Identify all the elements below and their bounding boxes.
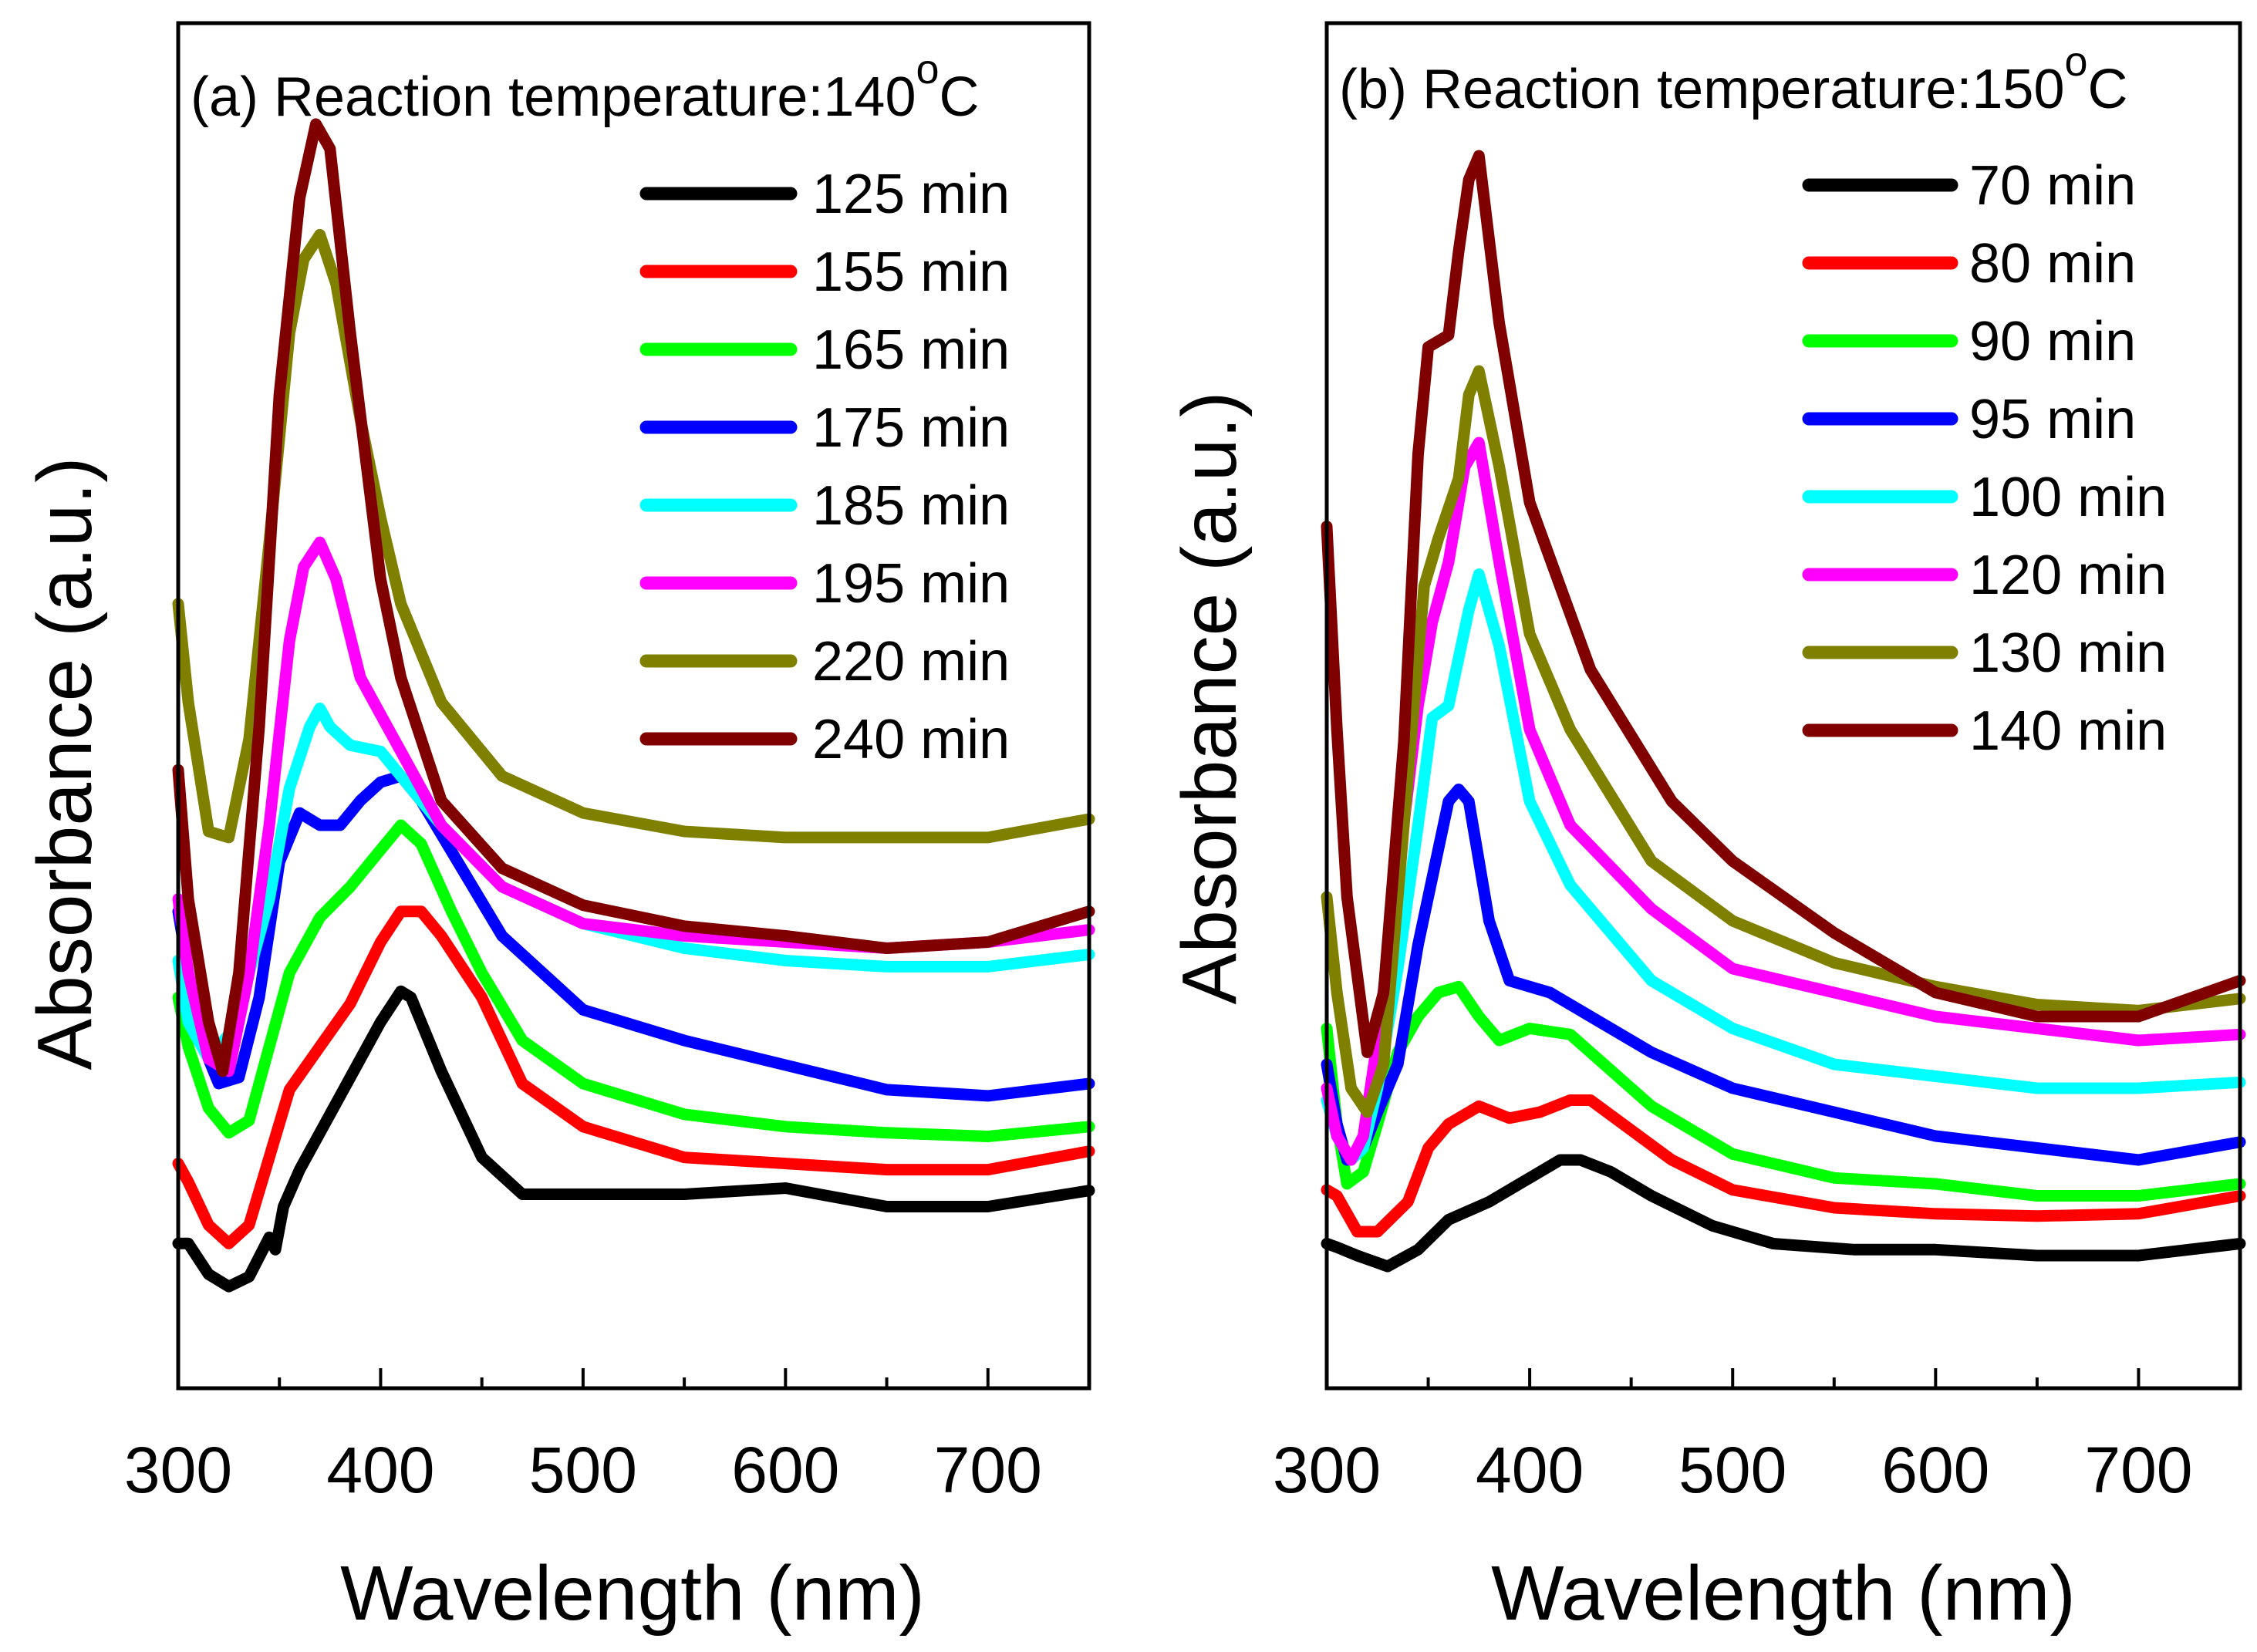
panel-b-title: (b) Reaction temperature:150oC [1339, 39, 2128, 120]
panel-b-y-axis-title: Absorbance (a.u.) [1166, 392, 1253, 1005]
legend-label-240-min: 240 min [812, 709, 1010, 770]
legend-label-130-min: 130 min [1969, 622, 2167, 684]
series-line-90-min [1321, 980, 2246, 1202]
x-tick-label-500: 500 [1678, 1434, 1786, 1506]
legend-label-175-min: 175 min [812, 397, 1010, 459]
legend-label-120-min: 120 min [1969, 544, 2167, 606]
series-line-140-min [1321, 150, 2246, 1058]
legend-label-90-min: 90 min [1969, 311, 2136, 373]
panel-b-x-axis-title: Wavelength (nm) [1491, 1550, 2076, 1637]
x-tick-label-300: 300 [124, 1434, 232, 1506]
legend-label-70-min: 70 min [1969, 155, 2136, 217]
x-tick-label-600: 600 [731, 1434, 839, 1506]
legend-label-155-min: 155 min [812, 241, 1010, 303]
series-line-95-min [1321, 784, 2246, 1166]
panel-a-curves [172, 118, 1095, 1293]
x-tick-label-600: 600 [1881, 1434, 1989, 1506]
legend-label-125-min: 125 min [812, 164, 1010, 225]
legend-label-220-min: 220 min [812, 631, 1010, 693]
panel-b-curves [1321, 150, 2246, 1273]
panel-a-x-tick-labels: 300 400 500 600 700 [124, 1434, 1042, 1506]
legend-label-100-min: 100 min [1969, 467, 2167, 528]
legend-label-140-min: 140 min [1969, 700, 2167, 762]
series-line-155-min [172, 905, 1095, 1249]
x-tick-label-400: 400 [326, 1434, 434, 1506]
legend-label-80-min: 80 min [1969, 233, 2136, 295]
series-line-240-min [172, 118, 1095, 1077]
x-tick-label-300: 300 [1273, 1434, 1381, 1506]
x-tick-label-400: 400 [1476, 1434, 1584, 1506]
panel-b-plot-frame [1324, 21, 2242, 1391]
x-tick-label-500: 500 [529, 1434, 637, 1506]
x-tick-label-700: 700 [2084, 1434, 2192, 1506]
panel-a-x-axis-title: Wavelength (nm) [340, 1550, 925, 1637]
series-line-195-min [172, 536, 1095, 1077]
series-line-165-min [172, 819, 1095, 1142]
series-line-125-min [172, 985, 1095, 1293]
panel-a-ticks [177, 1368, 1091, 1388]
panel-b-x-tick-labels: 300 400 500 600 700 [1273, 1434, 2193, 1506]
panel-b-ticks [1325, 1368, 2242, 1388]
series-line-175-min [172, 770, 1095, 1102]
legend-label-185-min: 185 min [812, 475, 1010, 537]
legend-label-165-min: 165 min [812, 319, 1010, 381]
panel-a-legend: 125 min 155 min 165 min 175 min 185 min 195 m… [639, 164, 1010, 770]
x-tick-label-700: 700 [934, 1434, 1042, 1506]
legend-label-195-min: 195 min [812, 553, 1010, 615]
panel-a: 300 400 500 600 700 (a) Reaction temperature… [22, 21, 1095, 1637]
panel-a-title: (a) Reaction temperature:140oC [191, 46, 980, 128]
series-line-80-min [1321, 1094, 2246, 1238]
series-line-70-min [1321, 1154, 2246, 1273]
panel-b: 300 400 500 600 700 (b) Reaction temperature… [1166, 21, 2246, 1637]
legend-label-95-min: 95 min [1969, 389, 2136, 450]
panel-a-plot-frame [176, 21, 1091, 1391]
panel-b-legend: 70 min 80 min 90 min 95 min 100 min 120 min 13… [1802, 155, 2167, 762]
panel-a-y-axis-title: Absorbance (a.u.) [22, 457, 108, 1070]
